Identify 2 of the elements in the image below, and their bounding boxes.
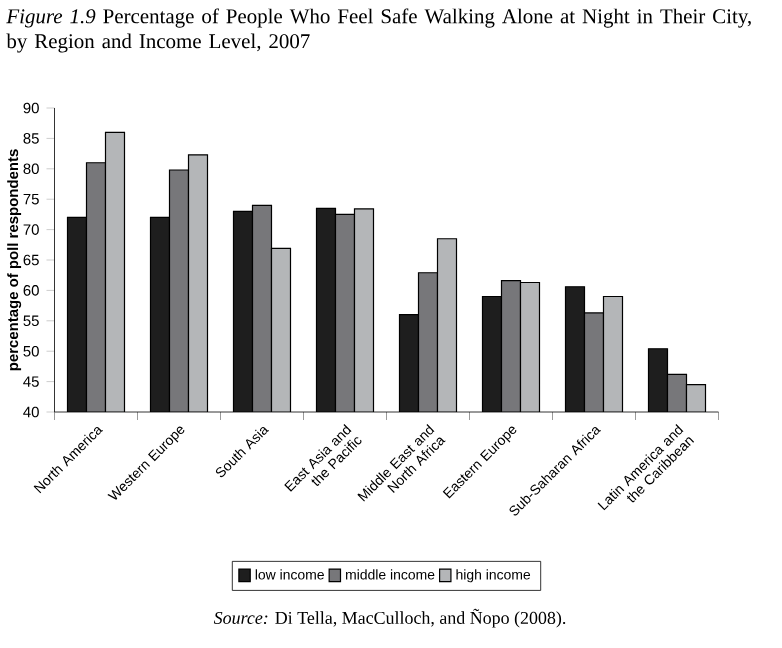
chart-title: Figure 1.9 Percentage of People Who Feel Safe Walking Alone at Night in Their City, by Region and Income Level, 2007	[6, 8, 751, 53]
text: Source: Di Tella, MacCulloch, and Ñopo (2008).	[213, 608, 566, 628]
